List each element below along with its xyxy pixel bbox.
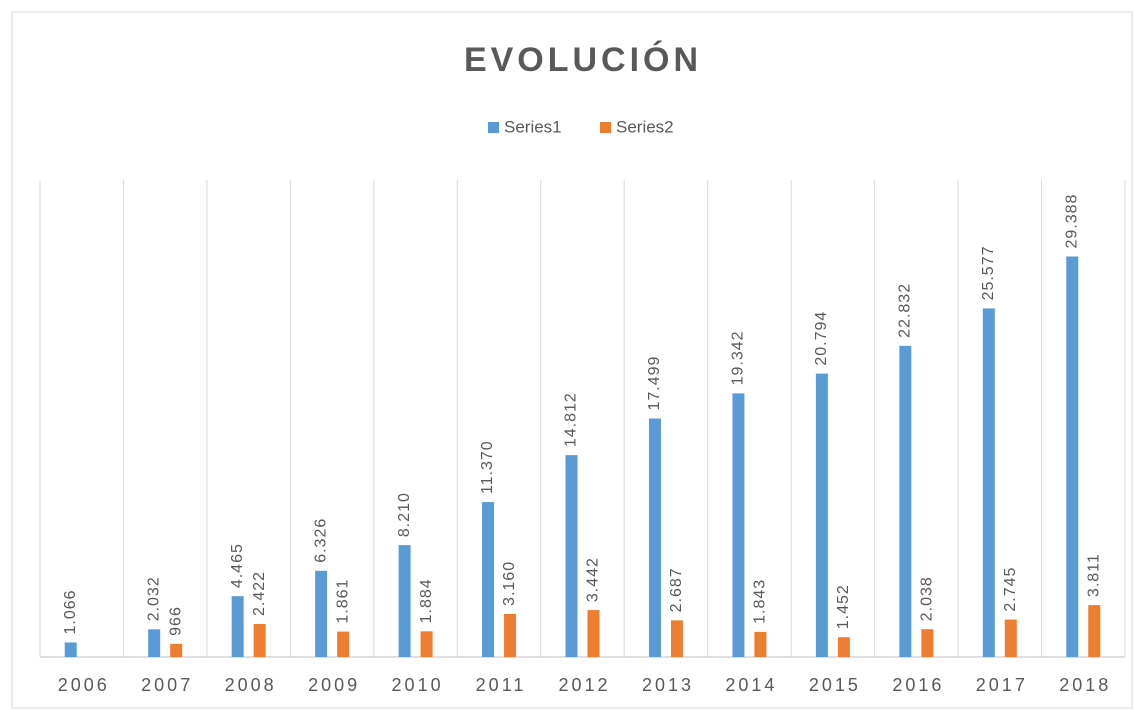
- x-tick-label: 2011: [476, 675, 527, 695]
- bar: [231, 596, 244, 657]
- bar: [64, 642, 77, 657]
- bar: [253, 623, 266, 657]
- data-label: 17.499: [646, 356, 663, 411]
- data-label: 1.884: [418, 578, 435, 623]
- data-label: 3.811: [1085, 553, 1102, 597]
- bar: [921, 629, 934, 657]
- x-tick-label: 2016: [892, 675, 944, 695]
- x-tick-label: 2006: [58, 675, 110, 695]
- bar: [648, 418, 661, 657]
- x-tick-label: 2017: [976, 675, 1028, 695]
- data-label: 2.687: [668, 567, 685, 612]
- bar: [670, 620, 683, 657]
- bar: [815, 373, 828, 657]
- x-tick-label: 2007: [141, 675, 193, 695]
- bar: [482, 502, 495, 657]
- chart-title: EVOLUCIÓN: [464, 41, 702, 79]
- data-label: 2.422: [251, 571, 268, 616]
- x-tick-label: 2009: [308, 675, 360, 695]
- x-tick-label: 2008: [225, 675, 277, 695]
- bar: [170, 643, 183, 657]
- data-label: 1.861: [334, 579, 351, 624]
- bar: [337, 631, 350, 657]
- data-label: 22.832: [897, 283, 914, 338]
- data-label: 8.210: [396, 492, 413, 537]
- legend-swatch: [488, 122, 499, 133]
- data-label: 4.465: [229, 543, 246, 588]
- bar: [1004, 619, 1017, 657]
- data-label: 3.160: [501, 561, 518, 606]
- x-tick-label: 2012: [558, 675, 610, 695]
- data-label: 1.843: [752, 579, 769, 624]
- data-label: 6.326: [312, 518, 329, 563]
- data-label: 29.388: [1063, 194, 1080, 249]
- bar: [587, 610, 600, 657]
- legend-label: Series2: [616, 117, 674, 136]
- data-label: 966: [167, 606, 184, 636]
- x-tick-label: 2015: [809, 675, 861, 695]
- data-label: 25.577: [980, 245, 997, 300]
- bar: [837, 637, 850, 657]
- x-tick-label: 2018: [1059, 675, 1111, 695]
- bar: [420, 631, 433, 657]
- bar: [315, 570, 328, 657]
- bar: [504, 613, 517, 657]
- x-tick-label: 2013: [642, 675, 694, 695]
- data-label: 2.032: [145, 576, 162, 621]
- data-label: 2.745: [1002, 567, 1019, 612]
- bar: [1066, 256, 1079, 657]
- bar: [1088, 605, 1101, 657]
- legend-swatch: [600, 122, 611, 133]
- bar: [565, 455, 578, 657]
- bar: [148, 629, 161, 657]
- bar: [398, 545, 411, 657]
- data-label: 2.038: [919, 576, 936, 621]
- data-label: 19.342: [730, 330, 747, 385]
- data-label: 14.812: [563, 392, 580, 447]
- data-label: 1.452: [835, 584, 852, 629]
- x-tick-label: 2014: [725, 675, 777, 695]
- data-label: 3.442: [585, 557, 602, 602]
- bar: [899, 345, 912, 657]
- legend-label: Series1: [504, 117, 562, 136]
- bar: [732, 393, 745, 657]
- data-label: 1.066: [62, 589, 79, 634]
- data-label: 20.794: [813, 311, 830, 366]
- x-tick-label: 2010: [392, 675, 444, 695]
- bar: [754, 631, 767, 657]
- bar: [982, 308, 995, 657]
- data-label: 11.370: [479, 440, 496, 494]
